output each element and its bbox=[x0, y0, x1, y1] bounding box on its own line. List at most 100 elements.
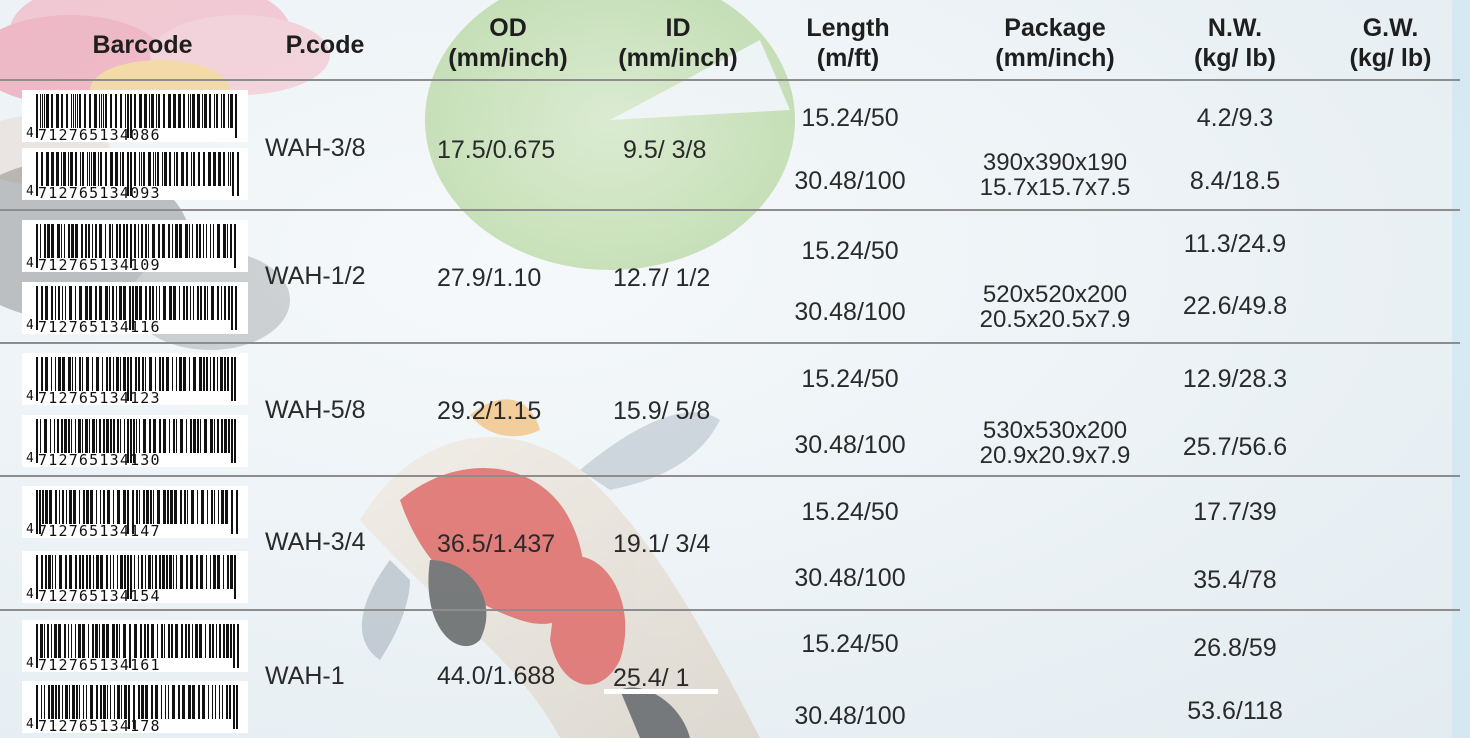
length-cell: 30.48/100 bbox=[794, 167, 906, 195]
barcode-bar bbox=[44, 94, 45, 128]
barcode-bar bbox=[228, 152, 229, 186]
barcode-bar bbox=[45, 490, 48, 524]
od-cell: 27.9/1.10 bbox=[437, 264, 542, 292]
barcode-bar bbox=[197, 490, 198, 524]
barcode-bar bbox=[230, 94, 233, 128]
barcode-bar bbox=[63, 152, 66, 186]
barcode-bar bbox=[39, 490, 41, 534]
barcode: 4 712765134154 bbox=[22, 551, 248, 605]
header-barcode: Barcode bbox=[92, 31, 193, 59]
barcode-bars bbox=[36, 357, 236, 401]
barcode-bar bbox=[163, 490, 166, 524]
barcode-bar bbox=[183, 357, 186, 391]
nw-cell: 22.6/49.8 bbox=[1182, 292, 1288, 320]
row-separator bbox=[0, 342, 1460, 344]
barcode-bar bbox=[42, 490, 44, 524]
barcode-bar bbox=[100, 685, 102, 719]
header-length: Length (m/ft) bbox=[806, 14, 890, 72]
barcode-bar bbox=[162, 357, 164, 391]
barcode-bar bbox=[141, 224, 143, 258]
barcode-bar bbox=[169, 555, 172, 589]
header-gw: G.W. (kg/ lb) bbox=[1349, 14, 1432, 72]
barcode-bar bbox=[56, 152, 59, 186]
barcode-bar bbox=[121, 685, 122, 719]
row-separator bbox=[0, 609, 1460, 611]
barcode-bar bbox=[102, 357, 103, 391]
barcode-bar bbox=[134, 555, 135, 589]
barcode-bar bbox=[41, 685, 42, 719]
od-cell: 44.0/1.688 bbox=[437, 662, 556, 690]
header-od: OD (mm/inch) bbox=[448, 14, 568, 72]
barcode-bar bbox=[36, 685, 38, 729]
barcode-bar bbox=[96, 685, 98, 719]
barcode-bar bbox=[93, 152, 96, 186]
barcode-bar bbox=[68, 152, 69, 186]
barcode-bar bbox=[193, 286, 194, 320]
barcode-bar bbox=[152, 286, 154, 320]
barcode-bar bbox=[79, 490, 80, 524]
barcode-bar bbox=[232, 152, 234, 196]
barcode-bar bbox=[206, 224, 207, 258]
barcode-bar bbox=[221, 419, 223, 453]
barcode-bar bbox=[151, 94, 154, 128]
barcode-bar bbox=[110, 555, 111, 589]
barcode-number: 712765134123 bbox=[38, 389, 161, 407]
id-cell: 12.7/ 1/2 bbox=[613, 264, 711, 292]
barcode-bar bbox=[197, 286, 199, 320]
barcode-bar bbox=[51, 224, 54, 258]
barcode-bar bbox=[145, 555, 146, 589]
barcode-bar bbox=[144, 94, 147, 128]
barcode-bar bbox=[228, 286, 230, 320]
barcode-bar bbox=[61, 152, 62, 186]
barcode-bars bbox=[36, 152, 239, 196]
barcode-bar bbox=[138, 685, 140, 719]
barcode-bar bbox=[72, 685, 75, 719]
barcode-bar bbox=[55, 490, 57, 524]
barcode-bar bbox=[92, 224, 93, 258]
barcode-bar bbox=[184, 490, 186, 524]
barcode-bar bbox=[224, 286, 226, 320]
nw-cell: 17.7/39 bbox=[1193, 498, 1277, 526]
barcode-bar bbox=[73, 94, 74, 128]
barcode-bar bbox=[201, 490, 204, 524]
barcode-bar bbox=[149, 357, 152, 391]
barcode-bar bbox=[153, 490, 154, 524]
barcode-bar bbox=[115, 152, 118, 186]
barcode-bar bbox=[79, 94, 81, 128]
barcode-bar bbox=[112, 286, 114, 320]
barcode-bar bbox=[105, 94, 107, 128]
barcode-bar bbox=[40, 419, 41, 453]
barcode-bar bbox=[180, 555, 183, 589]
barcode-bar bbox=[82, 555, 84, 589]
barcode-bar bbox=[206, 555, 207, 589]
barcode-bar bbox=[62, 357, 65, 391]
barcode-bar bbox=[91, 152, 92, 186]
barcode-bar bbox=[168, 624, 170, 658]
barcode-bars bbox=[36, 555, 236, 599]
barcode-bar bbox=[116, 624, 118, 658]
barcode-bar bbox=[158, 94, 160, 128]
barcode-bar bbox=[150, 490, 152, 524]
barcode-bar bbox=[95, 286, 97, 320]
barcode-bars bbox=[36, 94, 237, 138]
barcode-bar bbox=[186, 555, 188, 589]
barcode-bar bbox=[116, 357, 119, 391]
barcode-bar bbox=[236, 490, 238, 534]
barcode-bars bbox=[36, 419, 236, 463]
barcode-bar bbox=[126, 224, 128, 258]
header-package: Package (mm/inch) bbox=[995, 14, 1115, 72]
barcode-bar bbox=[78, 624, 81, 658]
barcode-bar bbox=[58, 357, 61, 391]
barcode-bar bbox=[75, 94, 76, 128]
barcode-bar bbox=[101, 94, 102, 128]
barcode-bar bbox=[231, 357, 233, 401]
id-cell: 19.1/ 3/4 bbox=[613, 530, 711, 558]
barcode-bar bbox=[236, 685, 238, 729]
barcode-bar bbox=[221, 490, 224, 524]
barcode-bar bbox=[107, 685, 108, 719]
barcode-bar bbox=[90, 490, 93, 524]
barcode-bar bbox=[229, 685, 231, 719]
id-cell: 15.9/ 5/8 bbox=[613, 397, 711, 425]
barcode: 4 712765134109 bbox=[22, 220, 248, 274]
barcode-bar bbox=[86, 685, 87, 719]
